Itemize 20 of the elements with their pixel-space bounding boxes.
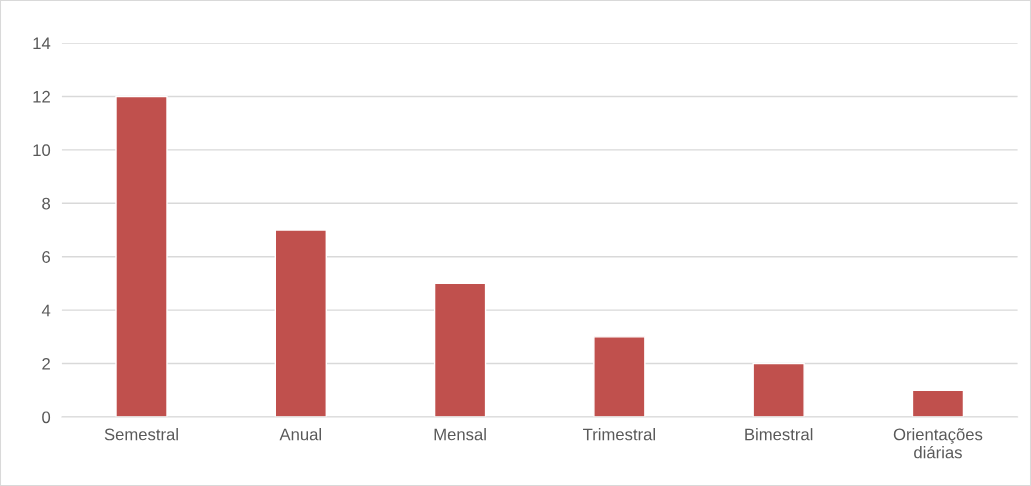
bar	[115, 95, 168, 417]
y-tick-label: 8	[42, 197, 51, 210]
x-tick-label: Mensal	[434, 428, 486, 441]
y-tick-label: 10	[33, 144, 51, 157]
y-tick-label: 2	[42, 357, 50, 370]
x-tick-label: Orientações diárias	[893, 428, 983, 459]
x-tick-label: Bimestral	[745, 428, 813, 441]
bar	[433, 282, 487, 417]
y-tick-label: 14	[33, 37, 51, 50]
bar	[593, 336, 646, 417]
y-tick-label: 4	[41, 304, 51, 317]
x-tick-label: Semestral	[104, 428, 178, 441]
y-tick-label: 0	[42, 411, 51, 424]
bar	[752, 362, 805, 417]
bar	[911, 389, 965, 417]
bar	[274, 229, 327, 417]
y-tick-label: 12	[33, 90, 50, 103]
x-tick-label: Trimestral	[583, 428, 655, 441]
x-tick-label: Anual	[279, 428, 321, 441]
y-tick-label: 6	[42, 251, 51, 263]
